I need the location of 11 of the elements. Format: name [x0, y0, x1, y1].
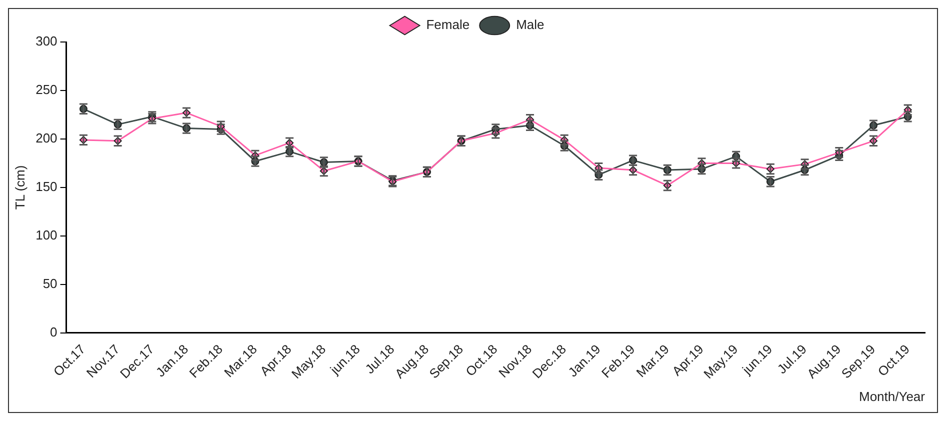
legend-label: Male: [516, 17, 544, 32]
y-tick-label: 200: [36, 130, 58, 146]
y-tick-label: 150: [36, 179, 58, 194]
y-tick-label: 0: [50, 324, 58, 340]
y-tick-label: 100: [36, 228, 58, 243]
x-axis-title: Month/Year: [858, 388, 926, 404]
y-tick-label: 250: [36, 82, 58, 98]
y-axis-title: TL (cm): [12, 165, 28, 210]
y-tick-label: 50: [42, 276, 58, 291]
y-tick-label: 300: [36, 34, 58, 49]
legend-label: Female: [426, 17, 470, 32]
